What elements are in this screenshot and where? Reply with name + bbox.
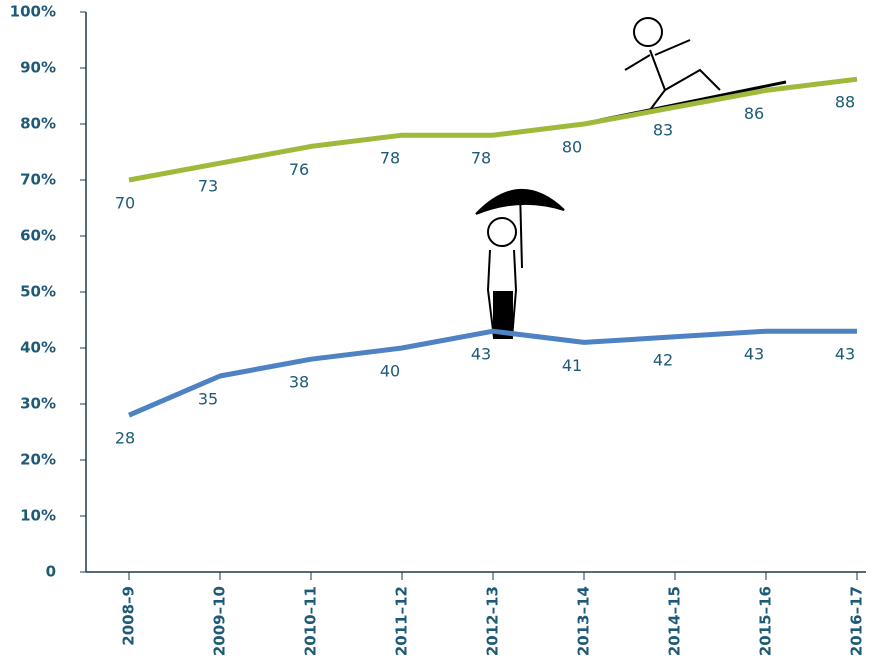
y-tick-label: 60% <box>20 227 56 245</box>
x-tick-label: 2009–10 <box>211 586 229 656</box>
x-tick-label: 2014–15 <box>666 586 684 656</box>
man-head <box>487 217 517 247</box>
y-tick-label: 10% <box>20 507 56 525</box>
y-tick-label: 0 <box>46 563 56 581</box>
data-label: 76 <box>289 160 309 179</box>
x-tick-label: 2012–13 <box>484 586 502 656</box>
x-tick-label: 2013–14 <box>575 586 593 656</box>
y-tick-label: 40% <box>20 339 56 357</box>
x-tick-label: 2011–12 <box>393 586 411 656</box>
y-tick-label: 20% <box>20 451 56 469</box>
illustration <box>475 17 787 339</box>
umbrella-handle <box>519 189 523 269</box>
data-label: 73 <box>198 177 218 196</box>
man-body <box>486 249 518 339</box>
line <box>128 328 857 418</box>
data-label: 88 <box>835 93 855 112</box>
data-label: 78 <box>471 149 491 168</box>
y-tick-label: 70% <box>20 171 56 189</box>
data-label: 86 <box>744 104 764 123</box>
y-tick-label: 100% <box>10 3 56 21</box>
man-legs <box>493 291 513 339</box>
data-label: 35 <box>198 390 218 409</box>
data-label: 28 <box>115 429 135 448</box>
y-tick-label: 80% <box>20 115 56 133</box>
data-label: 41 <box>562 356 582 375</box>
line <box>128 76 858 183</box>
data-label: 80 <box>562 138 582 157</box>
data-label: 40 <box>380 362 400 381</box>
data-label: 42 <box>653 350 673 369</box>
y-tick-label: 90% <box>20 59 56 77</box>
surfer-head <box>633 17 663 47</box>
surfer-body <box>624 39 721 111</box>
x-tick-label: 2010–11 <box>302 586 320 656</box>
y-tick-label: 30% <box>20 395 56 413</box>
data-label: 43 <box>471 345 491 364</box>
y-tick-label: 50% <box>20 283 56 301</box>
x-tick-label: 2015–16 <box>757 586 775 656</box>
data-label: 83 <box>653 121 673 140</box>
data-label: 43 <box>835 345 855 364</box>
data-label: 70 <box>115 194 135 213</box>
data-label: 38 <box>289 373 309 392</box>
data-label: 78 <box>380 149 400 168</box>
x-tick-label: 2008–9 <box>120 586 138 646</box>
data-label: 43 <box>744 345 764 364</box>
x-tick-label: 2016–17 <box>848 586 866 656</box>
